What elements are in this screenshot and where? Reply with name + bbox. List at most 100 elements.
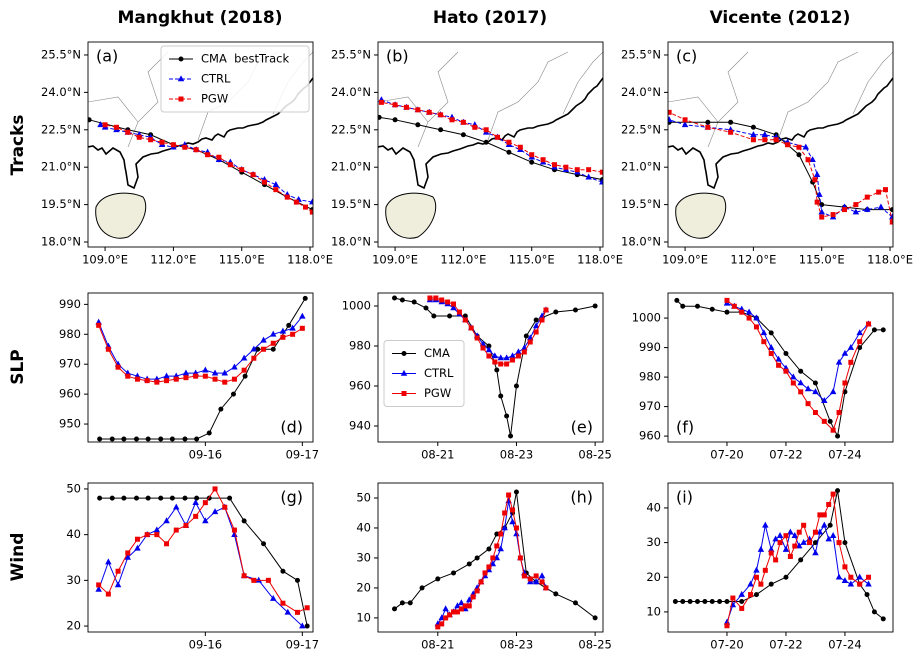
y-tick-label: 19.5°N <box>41 197 81 211</box>
row-label: Wind <box>8 533 28 582</box>
marker <box>407 600 413 606</box>
marker <box>302 204 308 210</box>
plot-area <box>392 489 598 630</box>
x-tick-label: 07-24 <box>828 448 861 462</box>
panel: 08-21 08-23 08-25 940 960 980 1000 (e) CMA CTRL PG… <box>342 292 612 462</box>
marker <box>812 549 819 556</box>
marker <box>694 599 700 605</box>
marker <box>842 380 848 386</box>
marker <box>290 331 296 337</box>
marker <box>876 189 882 195</box>
marker <box>787 528 794 535</box>
marker <box>449 117 455 123</box>
marker <box>506 149 512 155</box>
panel: 109.0°E 112.0°E 115.0°E 118.0°E 18.0°N 19.5°N… <box>41 41 333 267</box>
marker <box>482 570 488 576</box>
marker <box>767 343 775 350</box>
marker <box>790 380 796 386</box>
marker <box>750 137 756 143</box>
marker <box>494 531 500 537</box>
marker <box>445 299 451 305</box>
marker <box>866 574 872 580</box>
marker <box>492 359 498 365</box>
marker <box>723 299 731 306</box>
series-line <box>726 524 869 623</box>
marker <box>164 378 170 384</box>
marker <box>812 529 818 535</box>
marker <box>280 600 286 606</box>
marker <box>490 555 496 561</box>
x-tick-label: 109.0°E <box>82 253 128 267</box>
marker <box>309 198 313 205</box>
marker <box>864 194 870 200</box>
marker <box>513 489 519 495</box>
row-label: SLP <box>8 349 28 385</box>
marker <box>109 495 115 501</box>
marker <box>415 122 421 128</box>
panel: 09-16 09-17 20 30 40 50 (g) <box>66 481 319 651</box>
panel-label: (f) <box>676 418 694 437</box>
marker <box>105 346 111 352</box>
marker <box>783 574 789 580</box>
marker <box>543 585 549 591</box>
marker <box>812 177 818 183</box>
marker <box>426 109 432 115</box>
marker <box>680 599 686 605</box>
marker <box>819 214 825 220</box>
marker <box>193 513 199 519</box>
plot-area <box>668 51 893 240</box>
marker <box>800 538 807 545</box>
marker <box>222 504 228 510</box>
marker <box>202 366 209 373</box>
x-tick-label: 09-17 <box>286 638 319 652</box>
marker <box>378 99 384 105</box>
panel-label: (e) <box>571 418 593 437</box>
marker <box>462 603 468 609</box>
marker <box>114 581 122 588</box>
marker <box>705 124 711 130</box>
marker <box>853 202 859 208</box>
panel: 07-20 07-22 07-24 960 970 980 990 1000 (f) <box>632 292 894 462</box>
marker <box>842 540 848 546</box>
y-tick-label: 950 <box>59 417 81 431</box>
marker <box>183 523 189 529</box>
plot-area <box>95 295 308 442</box>
marker <box>674 297 680 303</box>
marker <box>521 573 527 579</box>
marker <box>169 436 175 442</box>
marker <box>724 297 730 303</box>
marker <box>304 605 310 611</box>
marker <box>819 202 825 208</box>
marker <box>447 313 453 319</box>
marker <box>435 576 441 582</box>
marker <box>378 114 382 120</box>
marker <box>757 545 765 552</box>
column-title: Mangkhut (2018) <box>117 8 282 28</box>
marker <box>812 388 819 395</box>
plot-area <box>672 488 886 629</box>
y-tick-label: 50 <box>66 481 81 495</box>
marker <box>458 599 465 606</box>
marker <box>592 303 598 309</box>
marker <box>163 372 170 379</box>
marker <box>827 522 833 528</box>
marker <box>805 157 811 163</box>
marker <box>299 312 306 319</box>
marker <box>787 553 793 559</box>
marker <box>889 219 893 225</box>
marker <box>880 327 886 333</box>
y-tick-label: 40 <box>66 527 81 541</box>
marker <box>758 581 764 587</box>
marker <box>857 339 863 345</box>
marker <box>821 418 827 424</box>
marker <box>202 500 208 506</box>
marker <box>841 207 847 213</box>
x-tick-label: 07-20 <box>710 638 743 652</box>
x-tick-label: 07-22 <box>769 638 802 652</box>
marker <box>485 346 493 353</box>
marker <box>783 533 789 539</box>
marker <box>439 297 445 303</box>
y-tick-label: 21.0°N <box>41 160 81 174</box>
marker <box>399 297 405 303</box>
legend-label: CMA bestTrack <box>201 52 289 66</box>
